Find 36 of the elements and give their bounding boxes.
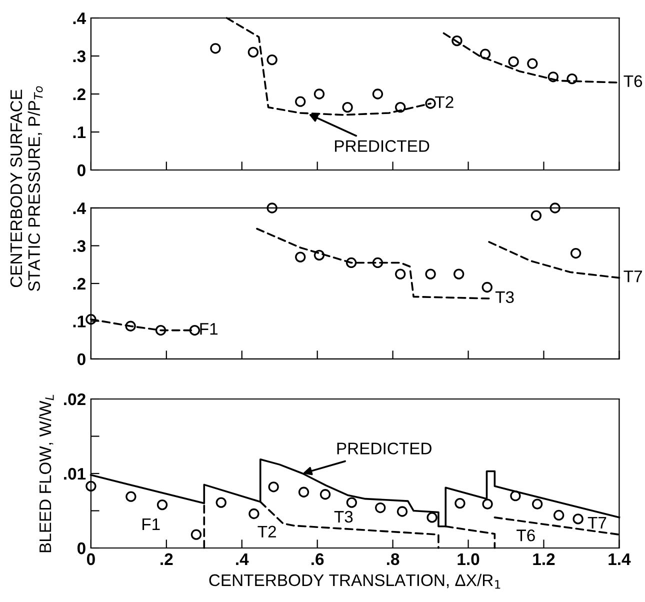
y-tick-label: .2 — [73, 88, 86, 100]
x-tick-label: 1.2 — [533, 553, 555, 565]
y-tick-label: .2 — [73, 278, 86, 290]
annotation: T6 — [516, 530, 535, 542]
x-tick-label: .4 — [236, 553, 249, 565]
x-tick-label: .2 — [160, 553, 173, 565]
y-tick-label: .4 — [73, 202, 86, 214]
y-tick-label: .02 — [64, 393, 86, 406]
annotation: T7 — [624, 270, 642, 282]
annotation: F1 — [142, 518, 160, 530]
annotation: T2 — [258, 526, 276, 538]
x-tick-label: 0 — [86, 553, 95, 566]
annotation: T6 — [624, 75, 642, 88]
y-tick-label: .01 — [64, 468, 86, 480]
y-tick-label: .1 — [73, 126, 86, 138]
x-tick-label: 1.0 — [458, 553, 480, 566]
y-tick-label: 0 — [77, 353, 86, 366]
annotation: PREDICTED — [337, 442, 432, 454]
y-tick-label: .1 — [73, 316, 86, 328]
y-tick-label: .4 — [73, 12, 86, 24]
y-tick-label: 0 — [77, 164, 86, 176]
annotation: T3 — [495, 291, 514, 304]
y-tick-label: .3 — [73, 240, 86, 252]
annotation: T7 — [588, 517, 606, 528]
x-tick-label: 1.4 — [608, 553, 631, 565]
x-tick-label: .8 — [386, 553, 400, 566]
annotation: PREDICTED — [335, 140, 430, 152]
x-axis-title: CENTERBODY TRANSLATION, ΔX/R$_{1}$ — [209, 574, 500, 589]
annotation: T2 — [435, 96, 454, 108]
annotation: F1 — [200, 323, 218, 335]
x-tick-label: .6 — [312, 553, 324, 566]
y-axis-title: CENTERBODY SURFACE STATIC PRESSURE, P/P$_{To}$ — [10, 86, 43, 292]
y-axis-title: BLEED FLOW, W/W$_{L}$ — [38, 394, 54, 552]
y-tick-label: 0 — [77, 542, 86, 554]
annotation: T3 — [334, 510, 353, 523]
y-tick-label: .3 — [73, 50, 86, 62]
